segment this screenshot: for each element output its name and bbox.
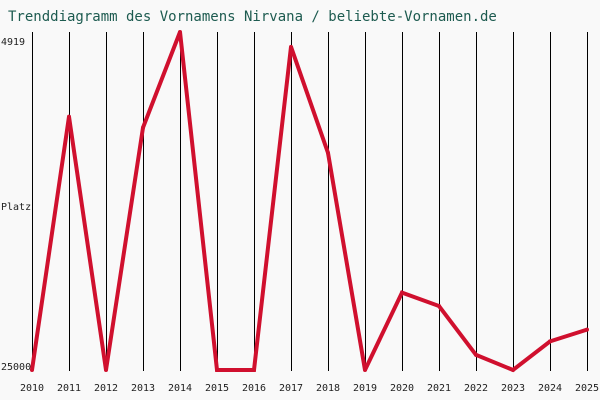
x-tick-label-2014: 2014 bbox=[168, 383, 192, 394]
y-axis-label: Platz bbox=[1, 202, 32, 213]
data-point-2022 bbox=[474, 352, 478, 357]
data-point-2020 bbox=[400, 290, 404, 295]
data-point-2012 bbox=[104, 368, 108, 372]
x-tick-label-2011: 2011 bbox=[57, 383, 81, 394]
data-point-2014 bbox=[178, 30, 182, 34]
data-point-2025 bbox=[585, 327, 589, 332]
x-tick-label-2013: 2013 bbox=[131, 383, 155, 394]
data-point-2023 bbox=[511, 368, 515, 372]
x-tick-label-2019: 2019 bbox=[353, 383, 377, 394]
x-tick-label-2022: 2022 bbox=[464, 383, 488, 394]
x-tick-label-2015: 2015 bbox=[205, 383, 229, 394]
x-tick-label-2017: 2017 bbox=[279, 383, 303, 394]
x-tick-label-2012: 2012 bbox=[94, 383, 118, 394]
data-point-2013 bbox=[141, 125, 145, 130]
data-point-2018 bbox=[326, 150, 330, 155]
data-point-2010 bbox=[30, 368, 34, 372]
chart-title: Trenddiagramm des Vornamens Nirvana / be… bbox=[8, 9, 497, 25]
x-tick-label-2024: 2024 bbox=[538, 383, 562, 394]
x-tick-label-2021: 2021 bbox=[427, 383, 451, 394]
y-tick-label-bottom: 25000 bbox=[1, 362, 32, 373]
data-point-2016 bbox=[252, 368, 256, 372]
x-tick-label-2023: 2023 bbox=[501, 383, 525, 394]
data-point-2021 bbox=[437, 304, 441, 309]
y-tick-label-top: 4919 bbox=[1, 37, 26, 48]
series-line-0 bbox=[30, 31, 588, 373]
data-point-2019 bbox=[363, 368, 367, 372]
x-tick-label-2010: 2010 bbox=[20, 383, 44, 394]
x-tick-label-2025: 2025 bbox=[575, 383, 599, 394]
data-point-2011 bbox=[67, 114, 71, 119]
x-tick-label-2020: 2020 bbox=[390, 383, 414, 394]
data-point-2024 bbox=[548, 339, 552, 344]
x-tick-label-2016: 2016 bbox=[242, 383, 266, 394]
data-point-2017 bbox=[289, 44, 293, 49]
x-tick-label-2018: 2018 bbox=[316, 383, 340, 394]
data-point-2015 bbox=[215, 368, 219, 372]
